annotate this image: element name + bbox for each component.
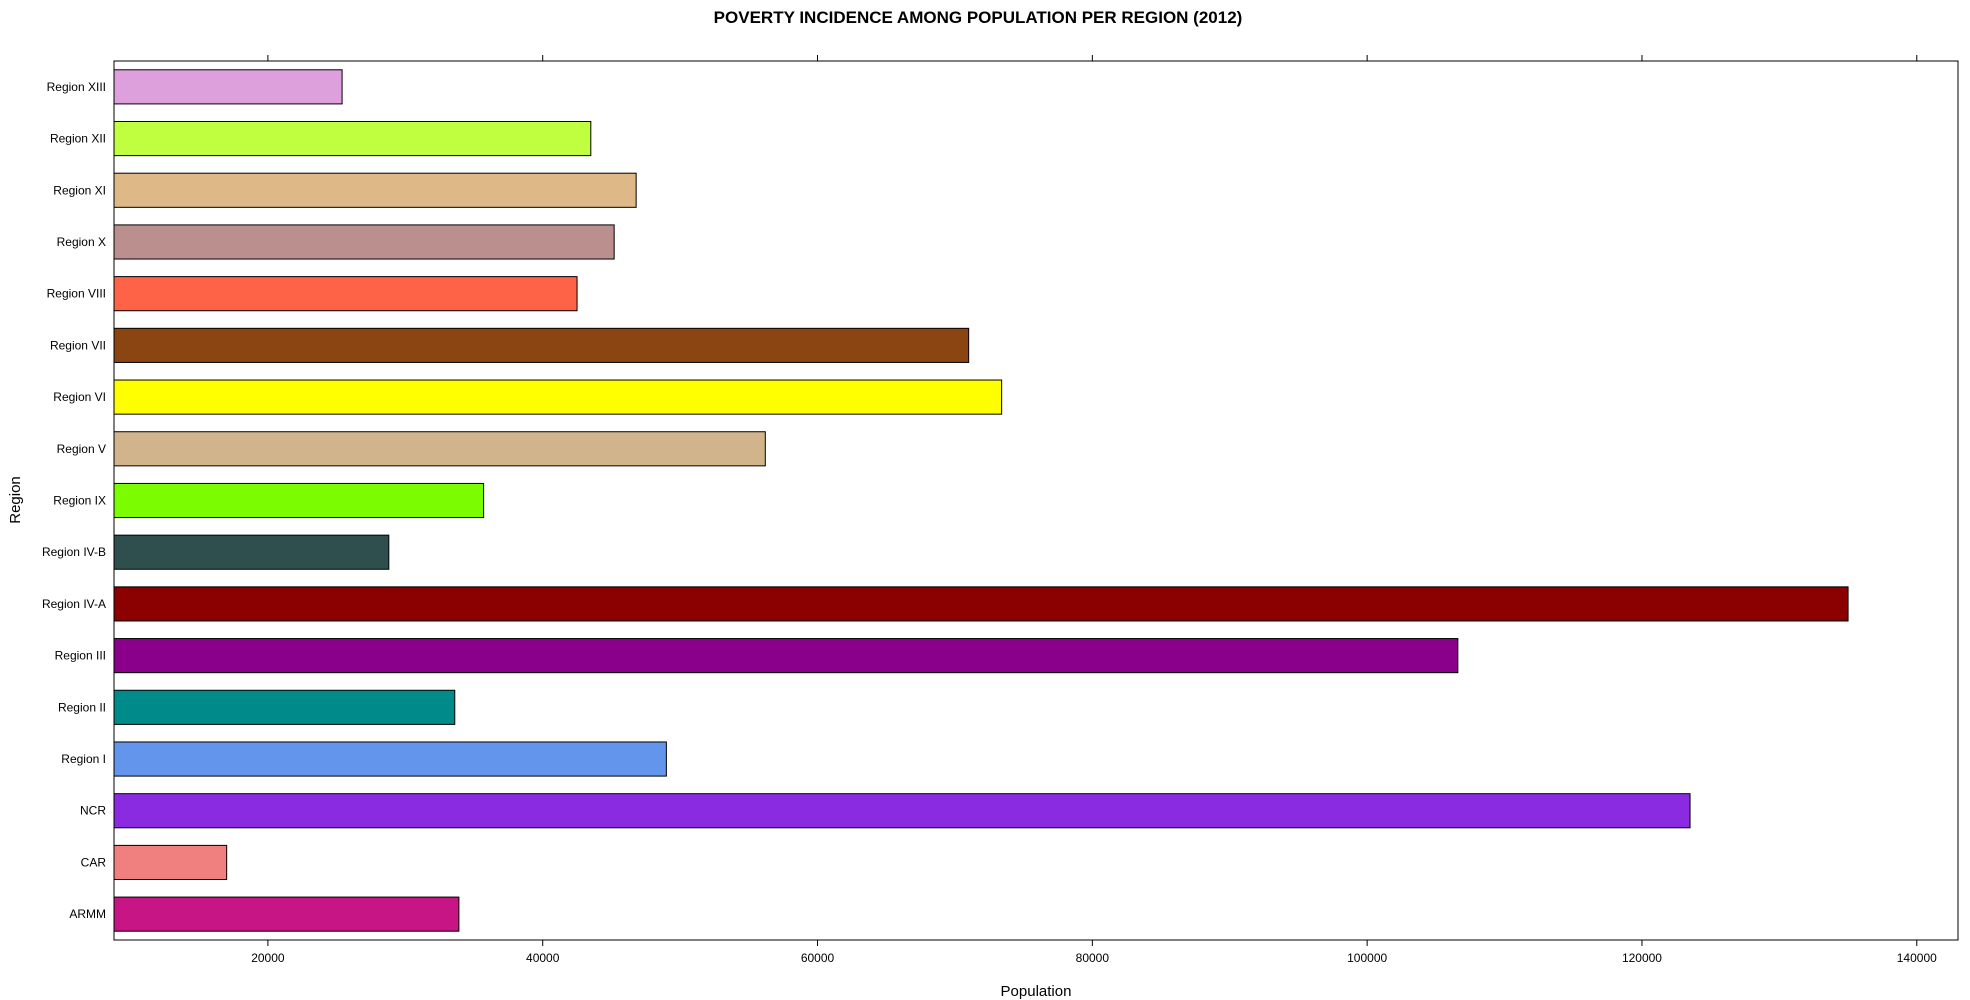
category-label: Region V <box>57 442 106 456</box>
bars <box>113 69 1849 932</box>
bar <box>113 896 460 932</box>
x-tick-label: 100000 <box>1347 951 1387 965</box>
x-tick-label: 40000 <box>526 951 560 965</box>
category-label: Region IV-A <box>42 597 106 611</box>
x-axis-tick-labels: 20000 40000 60000 80000 100000 120000 140000 <box>251 951 1937 965</box>
bar <box>113 120 592 157</box>
bar <box>113 793 1691 829</box>
bar <box>113 586 1849 622</box>
category-label: Region XIII <box>47 80 106 94</box>
x-tick-label: 80000 <box>1076 951 1110 965</box>
bar <box>113 638 1459 674</box>
category-label: Region IX <box>53 494 106 508</box>
category-label: Region II <box>58 700 106 714</box>
category-label: Region X <box>57 235 106 249</box>
bar <box>113 482 485 519</box>
x-tick-label: 60000 <box>801 951 835 965</box>
category-label: Region XI <box>53 183 106 197</box>
top-axis-ticks <box>267 55 1918 61</box>
x-axis-label: Population <box>1001 983 1072 1000</box>
category-label: Region VI <box>53 390 106 404</box>
category-label: Region XII <box>50 132 106 146</box>
category-label: Region III <box>55 649 106 663</box>
category-label: Region I <box>61 752 106 766</box>
bar <box>113 534 390 570</box>
category-label: ARMM <box>69 907 106 921</box>
x-tick-label: 140000 <box>1897 951 1937 965</box>
y-axis-label: Region <box>7 476 24 524</box>
bar <box>113 741 667 777</box>
category-label: CAR <box>81 855 107 869</box>
category-label: Region IV-B <box>42 545 106 559</box>
bar <box>113 689 456 725</box>
bar <box>113 327 970 363</box>
category-label: Region VIII <box>47 287 106 301</box>
category-label: NCR <box>80 804 106 818</box>
bottom-axis-ticks <box>267 940 1918 946</box>
x-tick-label: 120000 <box>1622 951 1662 965</box>
bar <box>113 69 343 105</box>
bar <box>113 379 1003 415</box>
y-axis-category-labels: ARMM CAR NCR Region I Region II Region III Reg… <box>42 80 106 921</box>
chart-title: POVERTY INCIDENCE AMONG POPULATION PER R… <box>714 8 1243 27</box>
bar <box>113 431 766 467</box>
bar <box>113 172 637 208</box>
x-tick-label: 20000 <box>251 951 285 965</box>
bar <box>113 844 228 881</box>
category-label: Region VII <box>50 338 106 352</box>
bar <box>113 224 615 260</box>
bar <box>113 276 578 312</box>
